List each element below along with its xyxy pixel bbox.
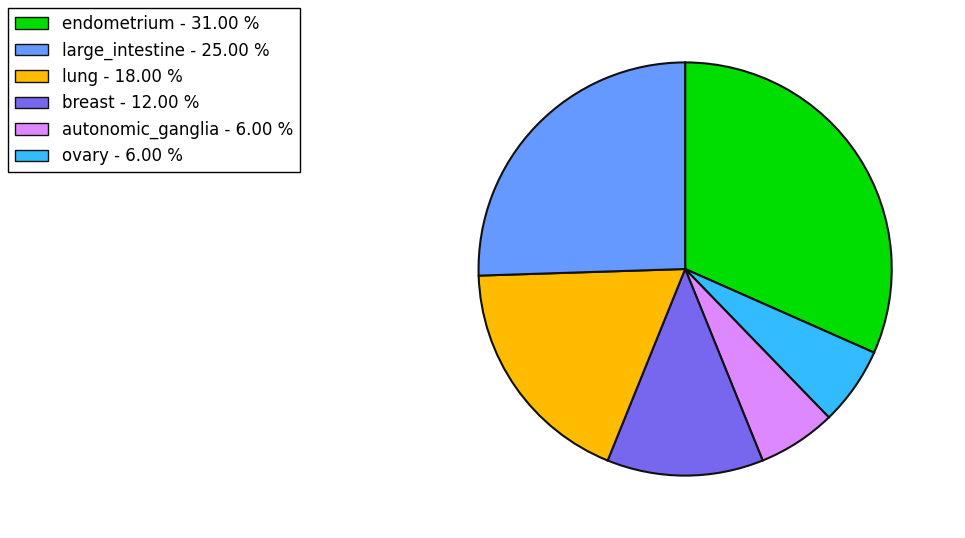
Wedge shape bbox=[685, 62, 892, 352]
Wedge shape bbox=[479, 269, 685, 461]
Wedge shape bbox=[685, 269, 874, 417]
Legend: endometrium - 31.00 %, large_intestine - 25.00 %, lung - 18.00 %, breast - 12.00: endometrium - 31.00 %, large_intestine -… bbox=[9, 8, 299, 172]
Wedge shape bbox=[685, 269, 829, 461]
Wedge shape bbox=[608, 269, 762, 476]
Wedge shape bbox=[479, 62, 685, 275]
